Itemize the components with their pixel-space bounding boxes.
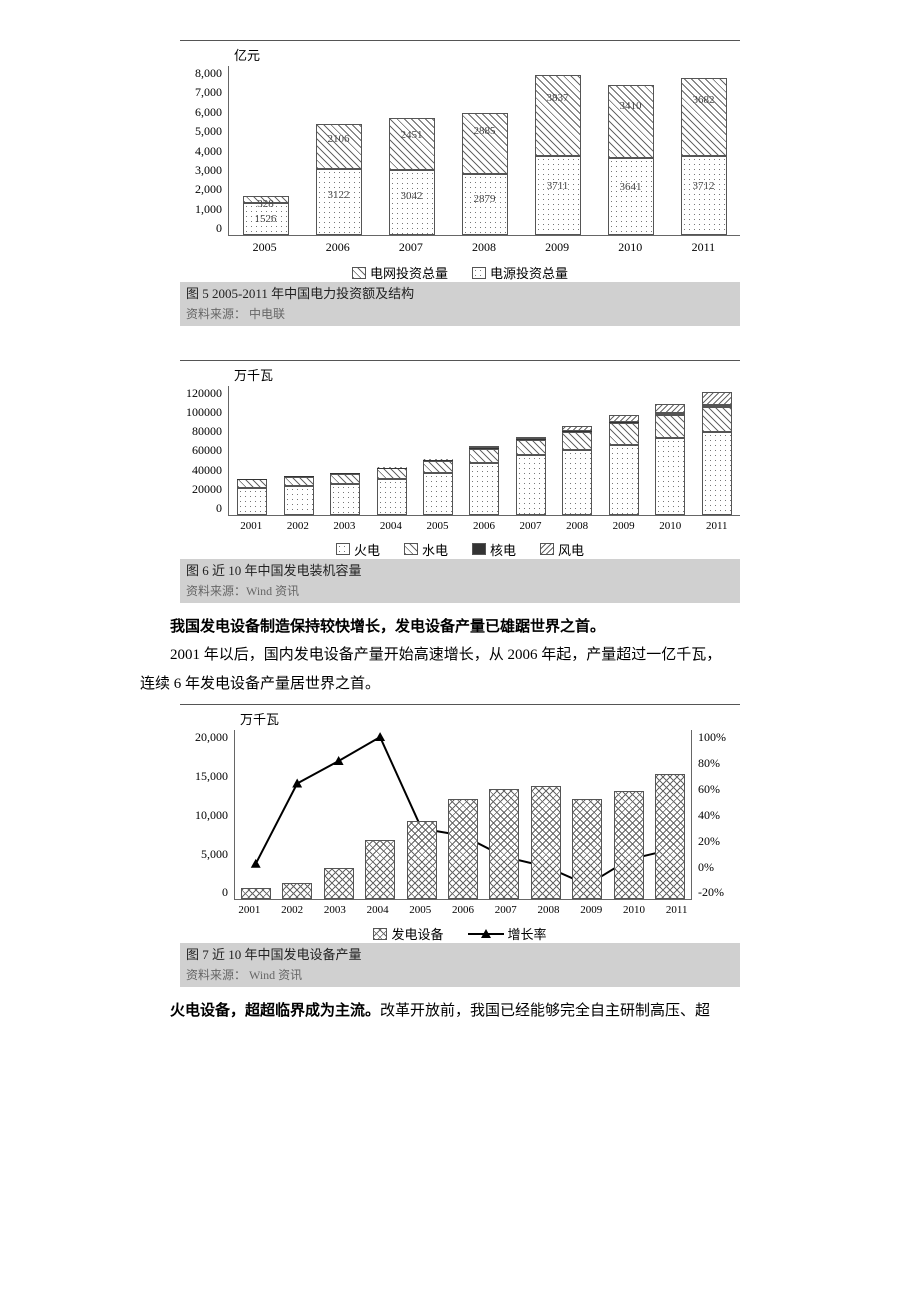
- chart2-caption-block: 图 6 近 10 年中国发电装机容量 资料来源：Wind 资讯: [180, 559, 740, 603]
- chart-2-capacity: 万千瓦 120000100000800006000040000200000 20…: [180, 360, 740, 603]
- chart2-unit: 万千瓦: [234, 365, 740, 384]
- chart1-caption: 图 5 2005-2011 年中国电力投资额及结构: [186, 284, 734, 305]
- chart3-y2ticks: 100%80%60%40%20%0%-20%: [692, 730, 740, 900]
- para1-bold: 我国发电设备制造保持较快增长，发电设备产量已雄踞世界之首。: [140, 613, 780, 642]
- para3-rest: 改革开放前，我国已经能够完全自主研制高压、超: [380, 1003, 710, 1019]
- chart3-plot: [234, 730, 692, 900]
- chart2-legend: 火电水电核电风电: [180, 540, 740, 559]
- chart2-yticks: 120000100000800006000040000200000: [180, 386, 228, 516]
- chart3-legend: 发电设备 增长率: [180, 924, 740, 943]
- para3: 火电设备，超超临界成为主流。改革开放前，我国已经能够完全自主研制高压、超: [140, 997, 780, 1026]
- chart-3-output: 万千瓦 20,00015,00010,0005,0000 100%80%60%4…: [180, 704, 740, 987]
- para2b: 连续 6 年发电设备产量居世界之首。: [140, 670, 780, 699]
- legend-line: 增长率: [468, 924, 547, 943]
- chart3-caption: 图 7 近 10 年中国发电设备产量: [186, 945, 734, 966]
- chart2-source: 资料来源：Wind 资讯: [186, 582, 734, 601]
- chart1-source: 资料来源： 中电联: [186, 305, 734, 324]
- chart3-unit: 万千瓦: [240, 709, 740, 728]
- chart2-plot: [228, 386, 740, 516]
- chart1-xlabels: 2005200620072008200920102011: [228, 240, 740, 255]
- chart1-yticks: 8,0007,0006,0005,0004,0003,0002,0001,000…: [180, 66, 228, 236]
- chart1-plot: 1526328312221063042245128792885371138373…: [228, 66, 740, 236]
- chart3-xlabels: 2001200220032004200520062007200820092010…: [228, 904, 698, 916]
- swatch-bar: [373, 928, 387, 940]
- chart1-legend: 电网投资总量电源投资总量: [180, 263, 740, 282]
- legend-bar: 发电设备: [373, 924, 443, 943]
- chart2-caption: 图 6 近 10 年中国发电装机容量: [186, 561, 734, 582]
- para3-bold: 火电设备，超超临界成为主流。: [170, 1003, 380, 1019]
- chart2-xlabels: 2001200220032004200520062007200820092010…: [228, 520, 740, 532]
- chart3-yticks: 20,00015,00010,0005,0000: [180, 730, 234, 900]
- chart1-caption-block: 图 5 2005-2011 年中国电力投资额及结构 资料来源： 中电联: [180, 282, 740, 326]
- chart3-source: 资料来源： Wind 资讯: [186, 966, 734, 985]
- para2a: 2001 年以后，国内发电设备产量开始高速增长，从 2006 年起，产量超过一亿…: [140, 641, 780, 670]
- chart3-caption-block: 图 7 近 10 年中国发电设备产量 资料来源： Wind 资讯: [180, 943, 740, 987]
- chart-1-investment: 亿元 8,0007,0006,0005,0004,0003,0002,0001,…: [180, 40, 740, 326]
- chart1-unit: 亿元: [234, 45, 740, 64]
